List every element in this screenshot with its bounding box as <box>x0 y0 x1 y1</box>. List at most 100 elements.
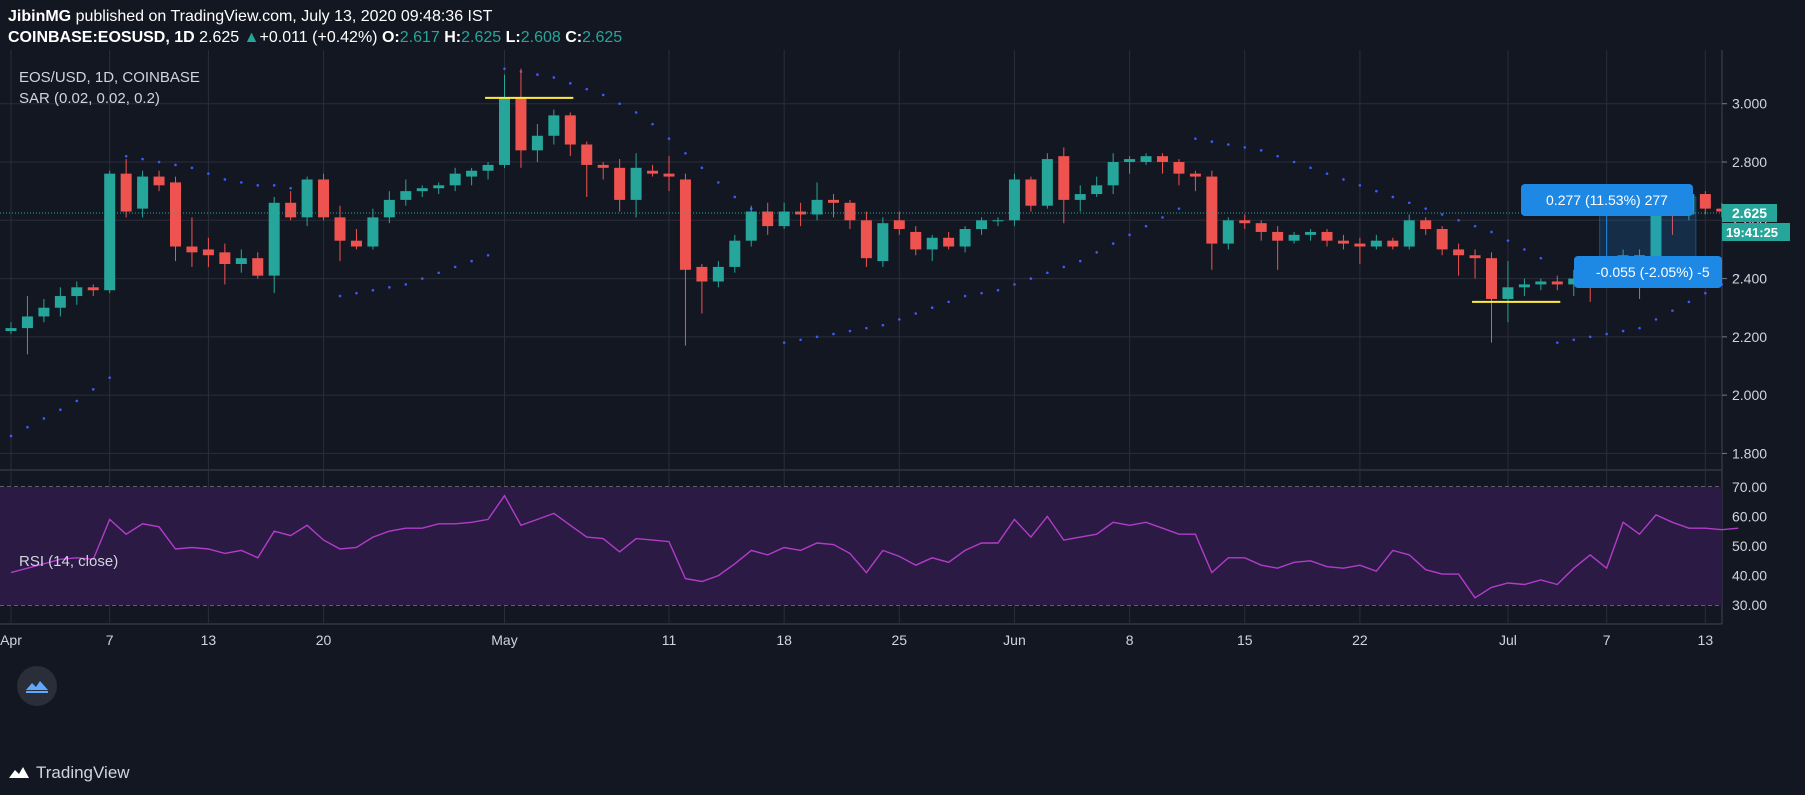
sar-dot <box>898 318 901 321</box>
sar-dot <box>1078 259 1082 263</box>
tradingview-logo-icon[interactable] <box>17 666 57 706</box>
candle-body <box>1337 240 1349 244</box>
candle-body <box>1189 173 1201 177</box>
sar-dot <box>1621 329 1625 333</box>
sar-dot <box>1605 332 1608 336</box>
sar-dot <box>355 291 358 295</box>
sar-dot <box>667 137 671 140</box>
price-tick-label: 2.800 <box>1732 154 1767 170</box>
rsi-tick-label: 70.00 <box>1732 479 1767 495</box>
triangle-up-icon: ▲ <box>243 29 260 46</box>
candle-body <box>268 202 280 276</box>
sar-dot <box>930 306 934 310</box>
sar-dot <box>1095 251 1098 254</box>
measure-up-box <box>1521 184 1693 216</box>
sar-dot <box>569 82 572 85</box>
candle-body <box>515 97 527 151</box>
sar-dot <box>1161 216 1164 219</box>
x-tick-label: 13 <box>1698 632 1714 648</box>
candle-body <box>54 296 66 308</box>
sar-dot <box>75 399 79 403</box>
rsi-tick-label: 50.00 <box>1732 538 1767 554</box>
x-tick-label: 20 <box>316 632 332 648</box>
low-value: 2.608 <box>520 29 561 46</box>
candle-body <box>1716 208 1728 212</box>
candle-body <box>1321 231 1333 241</box>
price-and-rsi-chart[interactable]: 0.277 (11.53%) 277 -0.055 (-2.05%) -5 Apr… <box>0 50 1805 755</box>
x-tick-label: 15 <box>1237 632 1253 648</box>
footer-brand[interactable]: TradingView <box>8 760 130 786</box>
price-tick-label: 2.200 <box>1732 329 1767 345</box>
candle-body <box>564 115 576 145</box>
sar-dot <box>174 163 177 167</box>
sar-dot <box>684 151 687 155</box>
sar-dot <box>1375 189 1378 193</box>
candle-body <box>499 97 510 165</box>
symbol-quote-line: COINBASE:EOSUSD, 1D 2.625 ▲+0.011 (+0.42… <box>8 29 622 47</box>
sar-dot <box>1654 318 1658 321</box>
sar-dot <box>865 326 868 330</box>
candle-body <box>1074 194 1086 200</box>
sar-dot <box>338 294 342 298</box>
candle-body <box>1255 223 1267 232</box>
candles <box>5 68 1761 355</box>
sar-dot <box>733 195 737 199</box>
candle-body <box>383 199 395 218</box>
publication-header: JibinMG published on TradingView.com, Ju… <box>0 0 1805 50</box>
candle-body <box>1535 281 1547 285</box>
sar-dot <box>881 323 885 327</box>
sar-dots <box>9 67 1740 438</box>
candle-body <box>1173 162 1185 174</box>
candle-body <box>1272 231 1284 241</box>
x-tick-label: 22 <box>1352 632 1368 648</box>
candle-body <box>630 167 642 200</box>
candle-body <box>1140 156 1152 162</box>
sar-dot <box>1276 154 1279 158</box>
overlays: 0.277 (11.53%) 277 -0.055 (-2.05%) -5 <box>0 96 1722 303</box>
rsi-polyline <box>10 494 1739 599</box>
candle-body <box>1107 162 1119 186</box>
sar-dot <box>601 93 605 97</box>
sar-dot <box>1062 265 1066 269</box>
sar-dot <box>1309 166 1312 170</box>
candle-body <box>334 217 346 241</box>
x-tick-label: Jun <box>1003 632 1026 648</box>
brand-name: TradingView <box>36 763 130 782</box>
sar-dot <box>815 335 819 339</box>
candle-body <box>1354 243 1366 247</box>
countdown-tag <box>1722 223 1790 241</box>
rsi-tick-label: 60.00 <box>1732 508 1767 524</box>
measure-down-box <box>1574 256 1722 288</box>
price-tick-label: 3.000 <box>1732 96 1767 112</box>
candle-body <box>120 173 132 212</box>
sar-dot <box>404 283 408 286</box>
sar-dot <box>272 184 276 187</box>
sar-dot <box>1704 291 1707 295</box>
candle-body <box>87 287 99 291</box>
sar-dot <box>256 184 260 187</box>
author-name[interactable]: JibinMG <box>8 8 72 25</box>
candle-body <box>1041 159 1053 206</box>
sar-dot <box>124 154 128 158</box>
candle-body <box>877 223 889 262</box>
candle-body <box>1091 185 1103 195</box>
candle-body <box>5 328 17 332</box>
countdown-label: 19:41:25 <box>1726 225 1778 240</box>
candle-body <box>581 144 593 165</box>
candle-body <box>38 307 50 317</box>
price-tick-label: 1.800 <box>1732 445 1767 461</box>
x-tick-label: 11 <box>662 632 677 648</box>
candle-body <box>1370 240 1382 247</box>
measure-up-label: 0.277 (11.53%) 277 <box>1546 192 1668 208</box>
sar-dot <box>799 338 802 342</box>
candle-body <box>235 258 247 264</box>
measure-down-label: -0.055 (-2.05%) -5 <box>1596 264 1710 280</box>
sar-dot <box>486 253 490 257</box>
x-tick-label: 13 <box>201 632 217 648</box>
sar-dot <box>1407 201 1411 205</box>
sar-dot <box>1144 224 1148 228</box>
candle-body <box>416 188 428 192</box>
candle-body <box>1239 220 1251 224</box>
candle-body <box>466 170 478 177</box>
candle-body <box>795 211 807 215</box>
